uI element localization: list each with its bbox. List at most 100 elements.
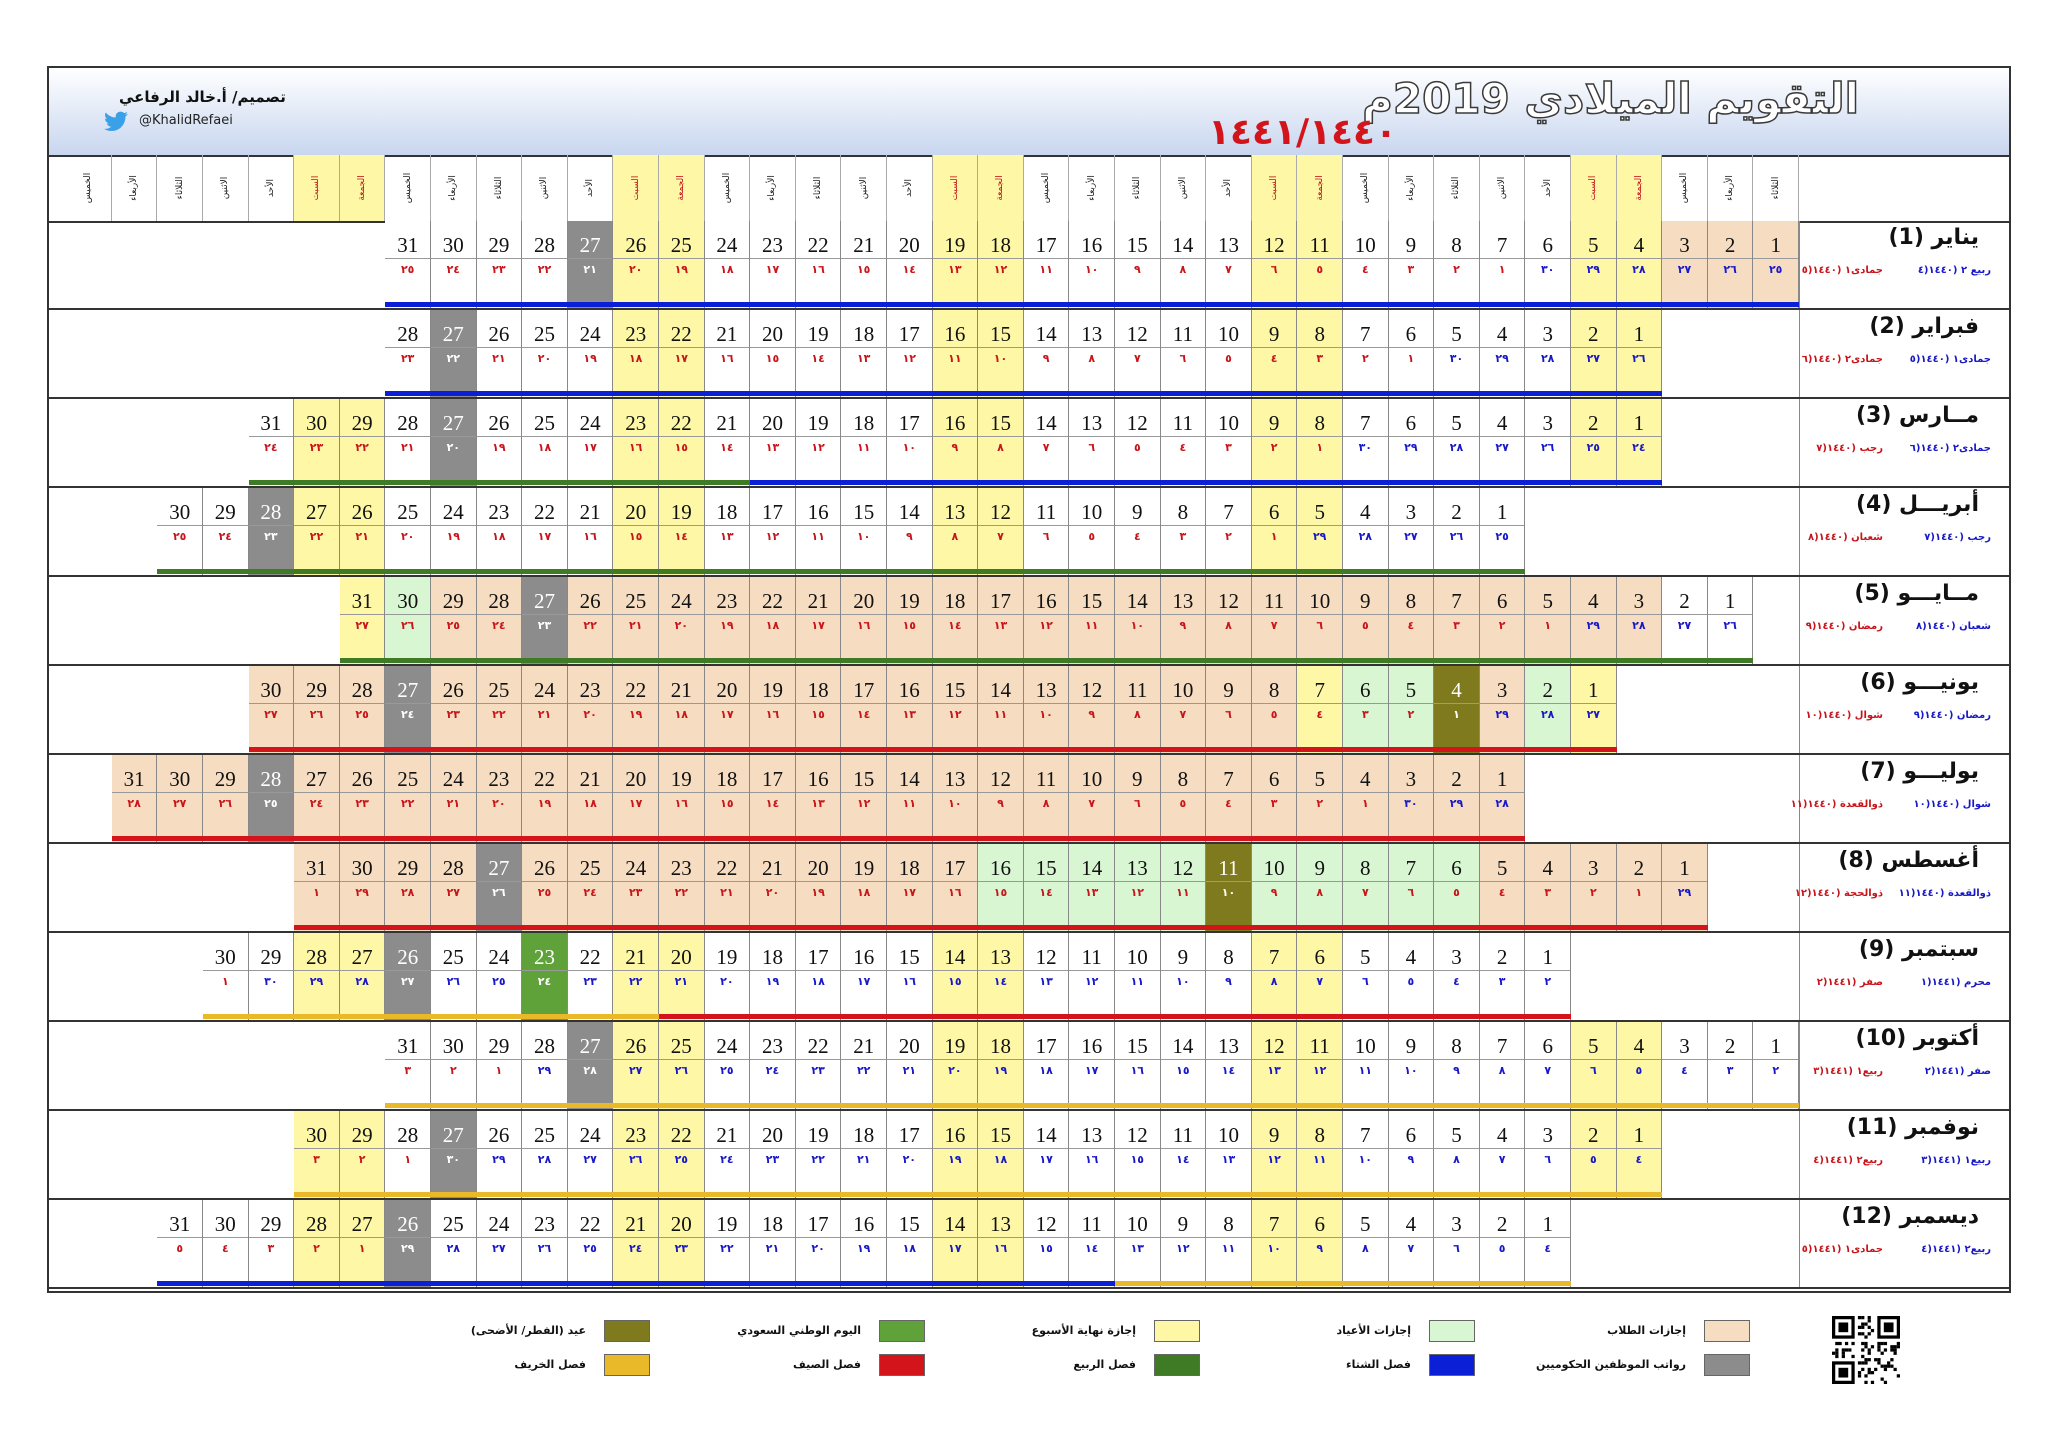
day-cell: 15 ٨ [978,399,1024,486]
month-label: يناير (1) ربيع ٢ (١٤٤٠(٤ جمادى١ (١٤٤٠(٥ [1799,221,2009,308]
cell-divider [339,970,385,971]
cell-divider [1069,792,1114,793]
hijri-day: ٣ [1179,530,1187,543]
gregorian-day: 30 [214,1212,236,1236]
legend-swatch [1704,1354,1750,1376]
day-cell: 4 ٢٨ [1616,221,1663,308]
hijri-day: ٢٨ [446,1242,461,1255]
day-cell: 16 ١١ [795,488,842,575]
day-cell: 27 ٢٤ [385,666,431,753]
cell-divider [522,970,567,971]
hijri-month-start: ربيع٢ (١٤٤١(٤ [1921,1244,1991,1255]
day-cell: 20 ٢٣ [659,1200,705,1287]
day-cell: 2 ٢٦ [1434,488,1480,575]
cell-divider [659,881,704,882]
day-cell: 19 ٢٠ [932,1022,979,1109]
hijri-day: ٢٦ [1632,352,1646,365]
cell-divider [522,881,567,882]
day-header: الجمعة [1616,155,1663,221]
day-cell: 13 ١٤ [978,933,1024,1020]
gregorian-day: 30 [169,767,191,791]
hijri-day: ٢١ [628,619,643,632]
month-row: أغسطس (8) ذوالقعدة (١٤٤٠(١١ ذوالحجة (١٤٤٠(… [49,844,2009,933]
hijri-day: ٢٦ [1540,441,1555,454]
hijri-day: ١٢ [993,263,1008,276]
day-cell: 16 ١٥ [978,844,1024,931]
gregorian-day: 13 [944,767,966,791]
day-cell: 20 ١٩ [795,844,842,931]
day-header-label: الثلاثاء [813,176,824,200]
day-cell: 2 ٢٩ [1434,755,1480,842]
day-header: الأربعاء [1069,155,1115,221]
gregorian-day: 24 [579,411,601,435]
hijri-day: ٢٦ [309,708,324,721]
day-header-label: الأحد [585,179,596,197]
gregorian-day: 5 [1588,233,1599,257]
day-cell: 10 ٦ [1297,577,1343,664]
cell-divider [613,258,658,259]
gregorian-day: 21 [716,411,738,435]
gregorian-day: 18 [853,1123,875,1147]
gregorian-day: 10 [1081,767,1103,791]
hijri-day: ٢٥ [720,1064,734,1077]
cell-divider [659,525,704,526]
cell-divider [1251,881,1297,882]
cell-divider [385,881,430,882]
legend-swatch [1154,1354,1200,1376]
day-cell: 2 ٢٨ [1525,666,1571,753]
day-cell: 20 ١٧ [704,666,751,753]
hijri-day: ١ [1407,352,1415,365]
hijri-day: ١٢ [1084,975,1099,988]
hijri-day: ٢٥ [1768,263,1783,276]
month-name: نوفمبر (11) [1846,1115,1979,1140]
day-cell: 13 ١٢ [1115,844,1161,931]
hijri-day: ٢٣ [765,1153,780,1166]
gregorian-day: 9 [1177,1212,1189,1236]
season-bar [659,1014,1571,1019]
cell-divider [522,1059,567,1060]
hijri-day: ٢٣ [400,352,415,365]
hijri-day: ١٧ [583,441,597,454]
hijri-day: ٧ [1088,797,1096,810]
cell-divider [978,258,1023,259]
month-row: يونيـــو (6) رمضان (١٤٤٠(٩ شوال (١٤٤٠(١٠ 1 ٢… [49,666,2009,755]
hijri-day: ٢٦ [492,886,506,899]
day-cell: 14 ٩ [1023,310,1070,397]
day-cell: 2 ٢٧ [1571,310,1617,397]
day-header: الأحد [1206,155,1252,221]
cell-divider [294,703,339,704]
hijri-day: ٢٧ [446,886,461,899]
month-row: ديسمبر (12) ربيع٢ (١٤٤١(٤ جمادى١ (١٤٤١(٥ 1 ٤… [49,1200,2009,1289]
hijri-day: ١٢ [1039,619,1053,632]
day-cell: 13 ١٠ [1023,666,1070,753]
day-cell: 18 ١١ [841,399,887,486]
hijri-month-start: صفر (١٤٤١(٢ [1924,1066,1991,1077]
gregorian-day: 15 [989,411,1011,435]
hijri-day: ٤ [1225,797,1232,810]
day-cell: 15 ١١ [1069,577,1115,664]
legend-item: إجازات الأعياد [1215,1320,1475,1344]
hijri-day: ٢٥ [583,1242,597,1255]
hijri-day: ٢ [1544,975,1552,988]
gregorian-day: 21 [807,589,829,613]
cell-divider [613,1237,658,1238]
day-cell: 5 ٢٩ [1571,221,1617,308]
gregorian-day: 11 [1309,1034,1330,1058]
hijri-day: ٥ [1635,1064,1643,1077]
cell-divider [750,436,795,437]
cell-divider [704,1059,750,1060]
day-cell: 27 ٣٠ [431,1111,477,1198]
day-cell: 29 ٢ [339,1111,386,1198]
cell-divider [659,436,704,437]
cell-divider [1206,970,1251,971]
cell-divider [567,347,613,348]
gregorian-day: 15 [898,1212,920,1236]
month-name: يونيـــو (6) [1860,670,1979,695]
hijri-day: ٨ [1042,797,1050,810]
cell-divider [795,525,841,526]
